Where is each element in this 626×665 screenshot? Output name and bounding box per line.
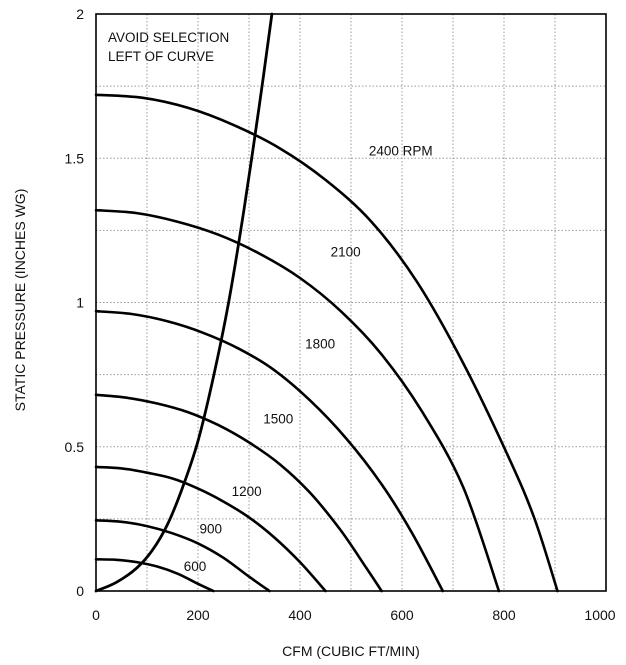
rpm-curve — [94, 558, 215, 593]
x-tick-label: 200 — [186, 607, 210, 623]
rpm-curve-label: 600 — [184, 559, 207, 574]
rpm-curve-label: 1500 — [263, 412, 293, 427]
rpm-curve — [94, 519, 271, 593]
y-tick-label: 1.5 — [65, 150, 85, 166]
rpm-curve — [94, 93, 559, 593]
plot-frame — [95, 13, 607, 592]
rpm-labels: 600 900 1200 1500 1800 2100 2400 RPM — [184, 143, 433, 573]
annotation-line-2: LEFT OF CURVE — [108, 49, 214, 64]
rpm-curve-label: 900 — [200, 521, 223, 536]
rpm-curve-label: 2400 RPM — [369, 143, 433, 158]
x-tick-label: 800 — [492, 607, 516, 623]
x-tick-label: 400 — [288, 607, 312, 623]
x-axis-label: CFM (CUBIC FT/MIN) — [282, 643, 420, 659]
annotation-line-1: AVOID SELECTION — [108, 30, 229, 45]
x-tick-labels: 0 200 400 600 800 1000 — [92, 607, 616, 623]
grid-lines — [96, 14, 606, 591]
y-tick-label: 0.5 — [65, 439, 85, 455]
rpm-curve-label: 1200 — [232, 484, 262, 499]
rpm-curve — [94, 208, 501, 593]
rpm-curve — [94, 393, 383, 593]
boundary-curve — [94, 12, 274, 593]
y-tick-label: 2 — [76, 6, 84, 22]
y-tick-label: 1 — [76, 295, 84, 311]
y-tick-labels: 0 0.5 1 1.5 2 — [65, 6, 85, 599]
rpm-curve — [94, 465, 327, 593]
rpm-curve — [94, 309, 445, 593]
x-tick-label: 0 — [92, 607, 100, 623]
rpm-curves — [94, 93, 559, 593]
surge-boundary — [94, 12, 274, 593]
rpm-curve-label: 1800 — [305, 337, 335, 352]
x-tick-label: 1000 — [584, 607, 615, 623]
x-tick-label: 600 — [390, 607, 414, 623]
rpm-curve-label: 2100 — [331, 244, 361, 259]
y-tick-label: 0 — [76, 583, 84, 599]
y-axis-label: STATIC PRESSURE (INCHES WG) — [12, 189, 28, 412]
